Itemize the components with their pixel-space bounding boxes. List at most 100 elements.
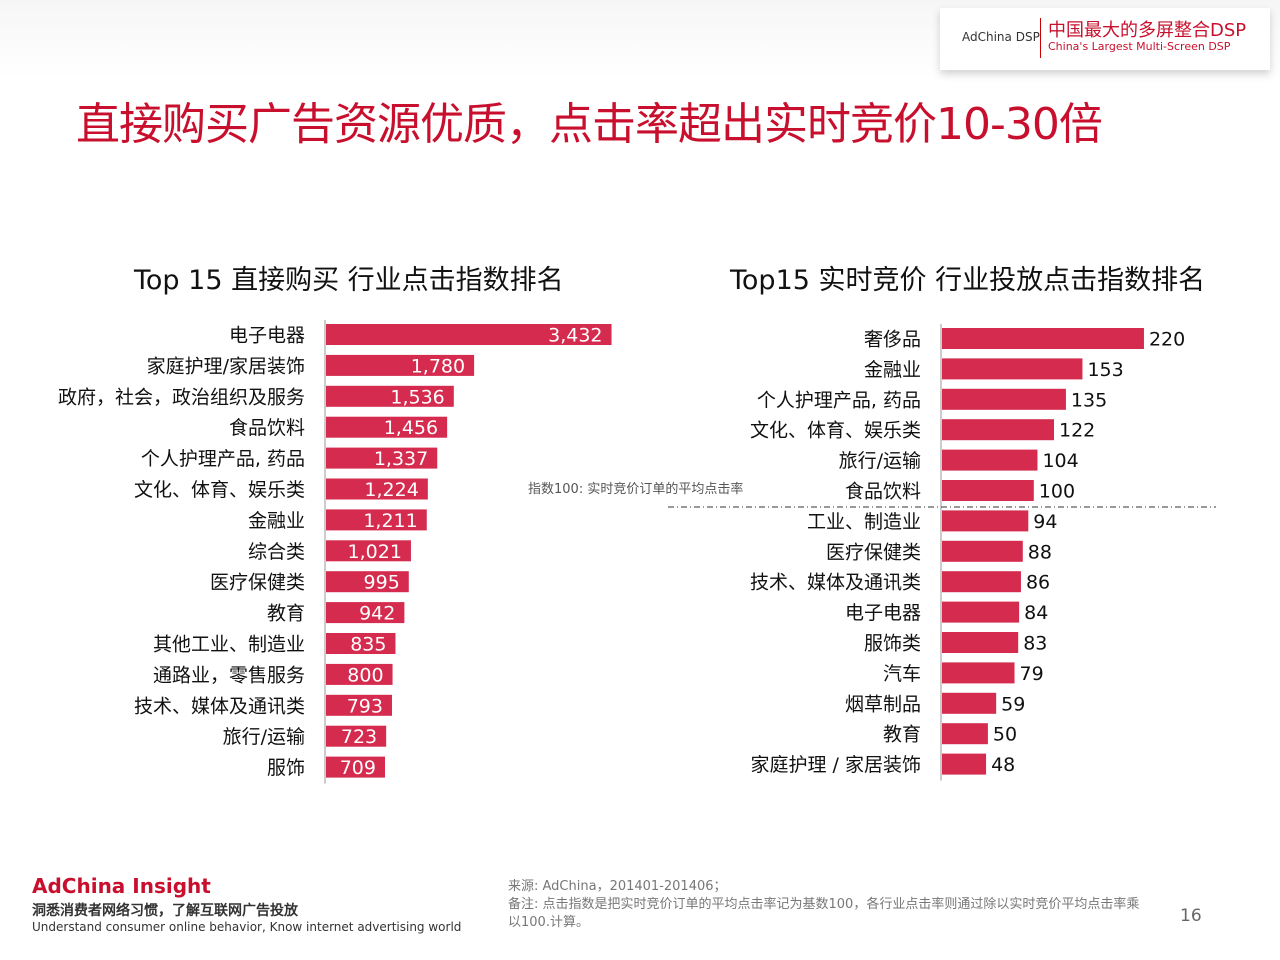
- chart-1-bar: [942, 692, 997, 714]
- chart-1-category-label: 奢侈品: [864, 329, 921, 351]
- chart-1-category-label: 汽车: [883, 663, 921, 685]
- chart-0-value-label: 793: [347, 695, 383, 717]
- chart-0-bar: [326, 756, 385, 778]
- chart-1-category-label: 烟草制品: [845, 693, 921, 715]
- baseline-note: 指数100: 实时竞价订单的平均点击率: [528, 482, 744, 497]
- chart-0-category-label: 教育: [267, 603, 305, 625]
- footer-tagline-en: Understand consumer online behavior, Kno…: [32, 920, 462, 934]
- chart-0-category-label: 政府，社会，政治组织及服务: [58, 386, 305, 408]
- chart-1-bar: [942, 480, 1034, 501]
- chart-1-category-label: 金融业: [864, 359, 921, 381]
- chart-1-value-label: 153: [1087, 359, 1123, 381]
- chart-1-value-label: 83: [1023, 633, 1047, 655]
- chart-1-bar: [942, 388, 1066, 410]
- right-chart-title: Top15 实时竞价 行业投放点击指数排名: [730, 265, 1206, 296]
- chart-0-category-label: 家庭护理/家居装饰: [147, 355, 305, 377]
- chart-0-bar: [326, 725, 387, 747]
- chart-1-value-label: 100: [1039, 481, 1075, 503]
- brand-name: AdChina DSP: [962, 30, 1040, 44]
- chart-0-category-label: 服饰: [267, 757, 305, 779]
- chart-1-category-label: 工业、制造业: [807, 511, 921, 533]
- chart-1-value-label: 86: [1026, 572, 1050, 594]
- chart-0-bar: [326, 385, 454, 407]
- chart-0-category-label: 金融业: [248, 510, 305, 532]
- chart-0-bar: [326, 447, 438, 469]
- chart-0-category-label: 食品饮料: [229, 417, 305, 439]
- chart-0-value-label: 1,456: [384, 417, 438, 439]
- chart-1-category-label: 服饰类: [864, 633, 921, 655]
- chart-1-value-label: 94: [1033, 511, 1057, 533]
- chart-0-bar: [326, 663, 393, 685]
- chart-0-value-label: 1,021: [348, 541, 402, 563]
- chart-1-value-label: 88: [1028, 541, 1052, 563]
- left-chart-title: Top 15 直接购买 行业点击指数排名: [134, 265, 564, 296]
- chart-0-bar: [326, 416, 448, 438]
- chart-0-value-label: 1,211: [363, 510, 417, 532]
- chart-1-bar: [942, 449, 1038, 471]
- chart-1-value-label: 84: [1024, 602, 1048, 624]
- chart-0-value-label: 1,224: [364, 479, 418, 501]
- chart-0-bar: [326, 509, 427, 531]
- chart-1-category-label: 个人护理产品, 药品: [757, 389, 921, 411]
- chart-0-value-label: 709: [340, 757, 376, 779]
- chart-0-category-label: 综合类: [248, 541, 305, 563]
- chart-0-category-label: 电子电器: [229, 325, 305, 347]
- chart-1-value-label: 104: [1042, 450, 1078, 472]
- chart-0-value-label: 1,780: [411, 355, 465, 377]
- brand-box: AdChina DSP 中国最大的多屏整合DSP China's Largest…: [940, 8, 1270, 70]
- chart-1-value-label: 135: [1071, 389, 1107, 411]
- chart-0-value-label: 1,337: [374, 448, 428, 470]
- chart-1-bar: [942, 510, 1029, 532]
- chart-1-value-label: 50: [993, 724, 1017, 746]
- chart-1-category-label: 技术、媒体及通讯类: [750, 572, 921, 594]
- chart-0-bar: [326, 694, 392, 716]
- chart-1-bar: [942, 540, 1023, 562]
- chart-0-category-label: 医疗保健类: [210, 572, 305, 594]
- chart-0-bar: [326, 571, 409, 593]
- chart-0-bar: [326, 602, 405, 624]
- chart-1-category-label: 旅行/运输: [839, 450, 921, 472]
- chart-0-value-label: 835: [350, 634, 386, 656]
- chart-1-value-label: 59: [1001, 693, 1025, 715]
- chart-0-value-label: 942: [359, 603, 395, 625]
- chart-0-category-label: 通路业，零售服务: [153, 664, 305, 686]
- chart-0-category-label: 文化、体育、娱乐类: [134, 479, 305, 501]
- page-number: 16: [1180, 906, 1202, 926]
- chart-1-bar: [942, 723, 988, 745]
- chart-1-category-label: 文化、体育、娱乐类: [750, 420, 921, 442]
- chart-1-value-label: 48: [991, 754, 1015, 776]
- chart-1-category-label: 电子电器: [845, 602, 921, 624]
- chart-0-value-label: 723: [341, 726, 377, 748]
- chart-1-bar: [942, 571, 1021, 593]
- chart-1-category-label: 家庭护理 / 家居装饰: [751, 754, 921, 776]
- footer-tagline-cn: 洞悉消费者网络习惯，了解互联网广告投放: [32, 903, 298, 919]
- chart-1-bar: [942, 419, 1054, 441]
- brand-slogan-en: China's Largest Multi-Screen DSP: [1048, 40, 1231, 53]
- chart-1-category-label: 教育: [883, 724, 921, 746]
- chart-0-value-label: 800: [347, 664, 383, 686]
- chart-0-bar: [326, 633, 396, 654]
- page-title: 直接购买广告资源优质，点击率超出实时竞价10-30倍: [76, 99, 1103, 150]
- chart-1-bar: [942, 753, 987, 775]
- chart-0-category-label: 其他工业、制造业: [153, 634, 305, 656]
- chart-1-value-label: 220: [1149, 329, 1185, 351]
- chart-0-value-label: 995: [364, 572, 400, 594]
- chart-0-bar: [326, 478, 428, 500]
- chart-1-category-label: 医疗保健类: [826, 541, 921, 563]
- chart-1-value-label: 122: [1059, 420, 1095, 442]
- chart-0-bar: [326, 354, 475, 376]
- chart-0-value-label: 3,432: [548, 325, 602, 347]
- brand-divider: [1040, 18, 1041, 58]
- chart-1-value-label: 79: [1020, 663, 1044, 685]
- chart-1-bar: [942, 662, 1015, 684]
- chart-1-bar: [942, 601, 1020, 623]
- chart-1-category-label: 食品饮料: [845, 481, 921, 503]
- chart-0-value-label: 1,536: [390, 386, 444, 408]
- chart-0-category-label: 个人护理产品, 药品: [141, 448, 305, 470]
- chart-0-category-label: 旅行/运输: [223, 726, 305, 748]
- chart-0-category-label: 技术、媒体及通讯类: [134, 695, 305, 717]
- footer-source: 来源: AdChina，201401-201406； 备注: 点击指数是把实时竞…: [508, 878, 1148, 932]
- chart-0-bar: [326, 540, 411, 562]
- chart-1-bar: [942, 358, 1083, 380]
